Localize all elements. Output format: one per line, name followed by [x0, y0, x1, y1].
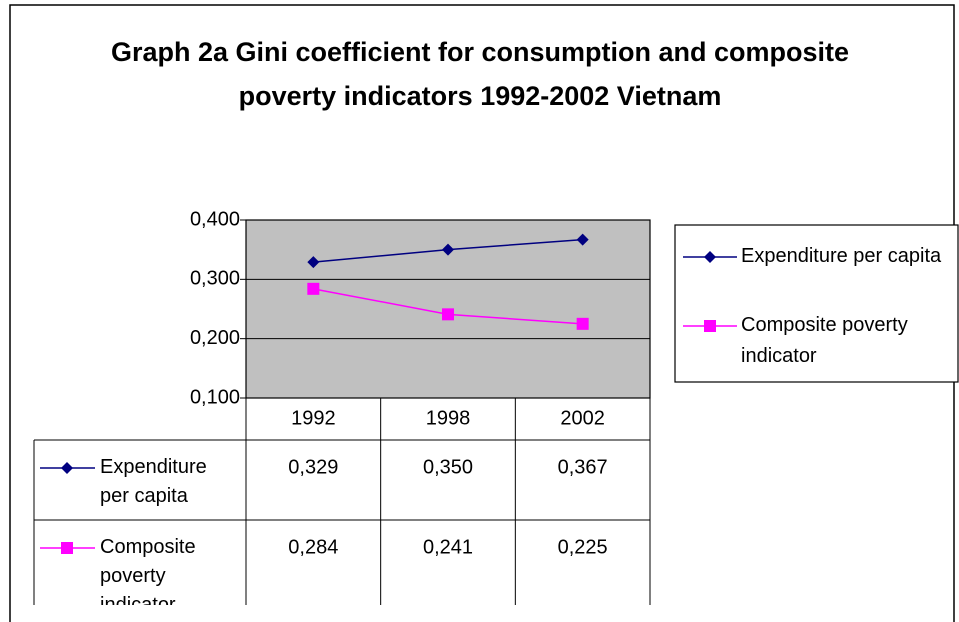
- table-value: 0,284: [288, 536, 338, 558]
- data-point: [307, 282, 320, 295]
- y-tick-label: 0,200: [190, 327, 240, 349]
- legend-label: Composite poverty indicator: [741, 314, 908, 367]
- data-point: [576, 317, 589, 330]
- y-tick-label: 0,100: [190, 386, 240, 408]
- data-point: [442, 308, 454, 321]
- y-tick-label: 0,300: [190, 268, 240, 290]
- data-point: [576, 233, 589, 246]
- table-value: 0,329: [288, 456, 338, 478]
- table-row-label: Composite poverty indicator: [100, 536, 196, 605]
- legend-key-marker: [704, 251, 716, 263]
- chart-title: Graph 2a Gini coefficient for consumptio…: [110, 37, 850, 111]
- legend-label: Expenditure per capita: [741, 245, 942, 267]
- table-value: 0,225: [558, 536, 608, 558]
- table-value: 0,367: [558, 456, 608, 478]
- data-point: [307, 256, 320, 269]
- data-point: [442, 243, 454, 256]
- table-value: 0,350: [423, 456, 473, 478]
- table-key-marker: [61, 542, 73, 554]
- table-row-label: Expenditure per capita: [100, 456, 207, 507]
- legend-key-marker: [704, 320, 716, 332]
- table-value: 0,241: [423, 536, 473, 558]
- legend-box: [674, 224, 959, 383]
- x-tick-label: 1998: [426, 407, 471, 429]
- x-tick-label: 2002: [560, 407, 605, 429]
- table-key-marker: [61, 462, 73, 474]
- y-tick-label: 0,400: [190, 208, 240, 230]
- x-tick-label: 1992: [291, 407, 336, 429]
